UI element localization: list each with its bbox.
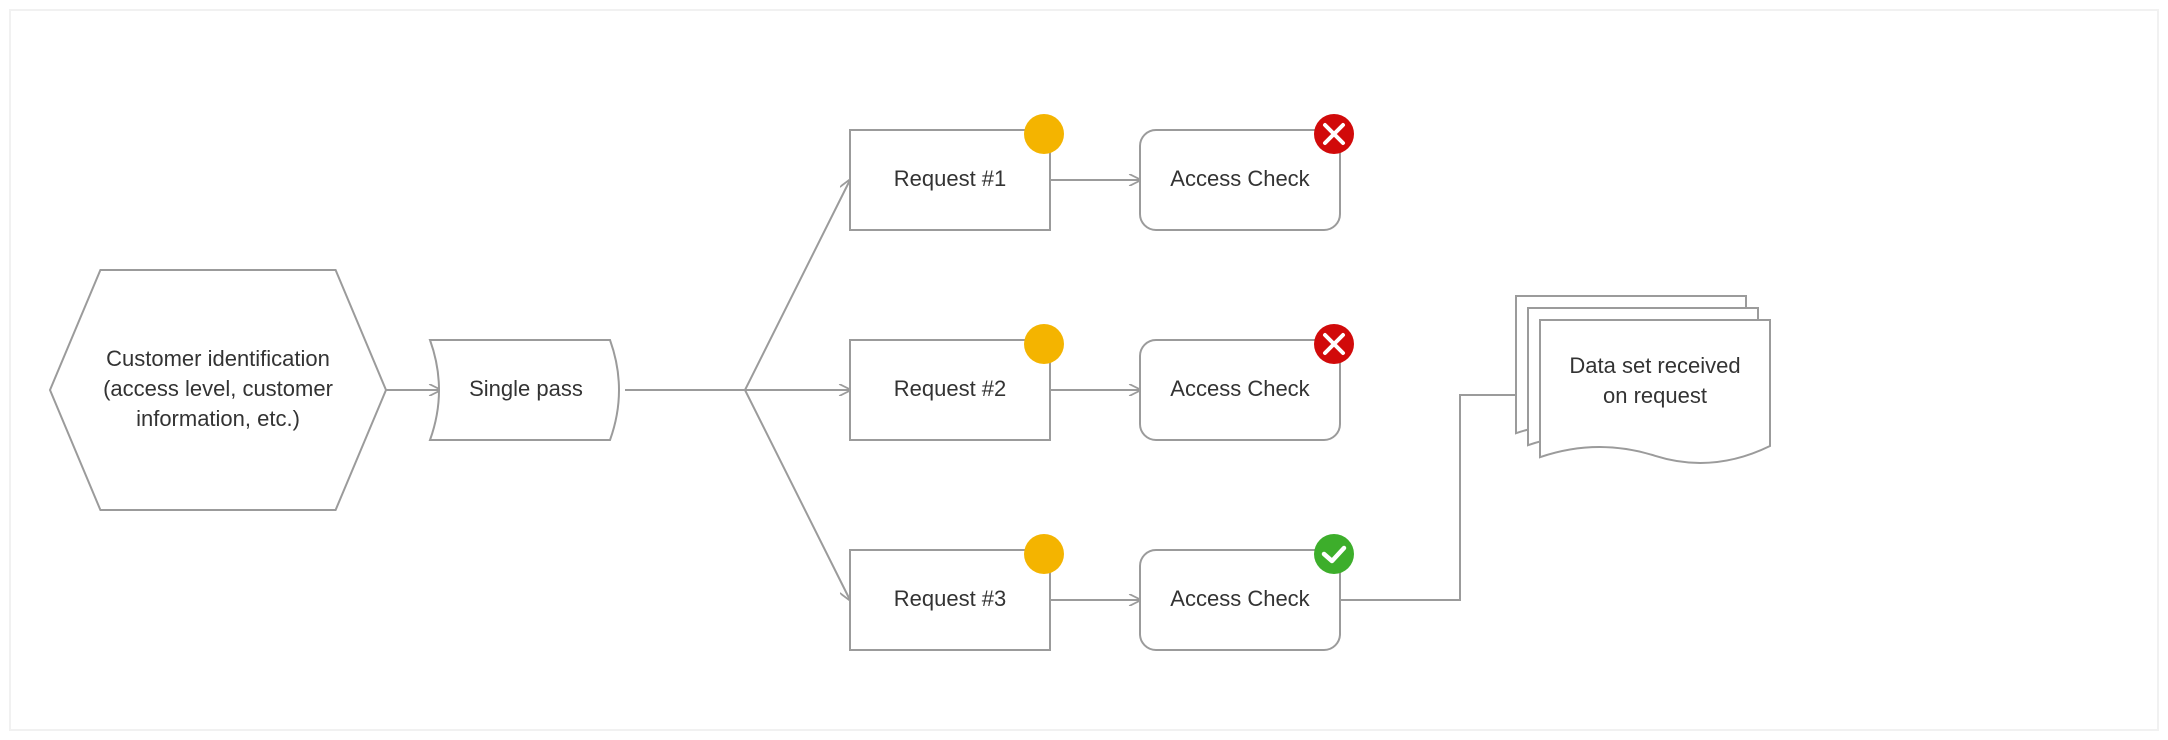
node-request_1: Request #1 [850, 114, 1064, 230]
node-check_3: Access Check [1140, 534, 1354, 650]
node-request_3-badge [1024, 534, 1064, 574]
node-check_1-label-line: Access Check [1170, 166, 1310, 191]
node-request_1-label: Request #1 [894, 166, 1007, 191]
diagram-canvas: Customer identification (access level, cu… [0, 0, 2168, 740]
node-check_1-status [1314, 114, 1354, 154]
node-request_2-label-line: Request #2 [894, 376, 1007, 401]
node-customer_id-label-line: information, etc.) [136, 406, 300, 431]
node-check_3-label-line: Access Check [1170, 586, 1310, 611]
node-request_2: Request #2 [850, 324, 1064, 440]
node-check_2-status [1314, 324, 1354, 364]
node-request_3-label-line: Request #3 [894, 586, 1007, 611]
node-customer_id-label-line: (access level, customer [103, 376, 333, 401]
node-request_2-label: Request #2 [894, 376, 1007, 401]
node-check_2-label-line: Access Check [1170, 376, 1310, 401]
node-customer_id: Customer identification (access level, cu… [50, 270, 386, 510]
node-check_3-label: Access Check [1170, 586, 1310, 611]
node-dataset-label-line: Data set received [1569, 353, 1740, 378]
node-single_pass: Single pass [430, 340, 619, 440]
node-request_2-badge [1024, 324, 1064, 364]
node-request_1-label-line: Request #1 [894, 166, 1007, 191]
node-check_3-status [1314, 534, 1354, 574]
node-dataset: Data set received on request [1516, 296, 1770, 463]
node-check_1-label: Access Check [1170, 166, 1310, 191]
node-customer_id-label-line: Customer identification [106, 346, 330, 371]
node-check_1: Access Check [1140, 114, 1354, 230]
node-dataset-label-line: on request [1603, 383, 1707, 408]
node-customer_id-label: Customer identification (access level, cu… [103, 346, 333, 431]
node-request_1-badge [1024, 114, 1064, 154]
node-check_2: Access Check [1140, 324, 1354, 440]
node-check_2-label: Access Check [1170, 376, 1310, 401]
node-single_pass-label: Single pass [469, 376, 583, 401]
node-request_3-label: Request #3 [894, 586, 1007, 611]
node-request_3: Request #3 [850, 534, 1064, 650]
node-single_pass-label-line: Single pass [469, 376, 583, 401]
